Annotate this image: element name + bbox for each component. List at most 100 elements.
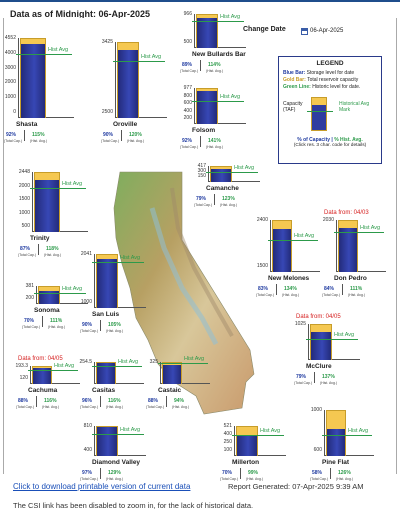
don-pedro-tick-label: 2030 [322,217,334,223]
millerton-name[interactable]: Millerton [232,459,260,466]
trinity-tick-label: 2448 [18,169,30,175]
millerton-pct-capacity: 70% [222,470,233,476]
san-luis-hist-avg-label: Hist Avg [120,254,141,261]
oroville-total-cap-sub: (Total Cap.) [101,139,120,143]
casitas-axis [94,362,144,384]
folsom-name[interactable]: Folsom [192,127,216,134]
castaic-pct-hist: 94% [174,398,185,404]
cachuma-storage-bar[interactable] [33,368,51,384]
folsom-pct-capacity: 92% [182,138,193,144]
shasta-hist-avg-line [16,54,72,55]
oroville-tick-label: 3425 [101,39,113,45]
don-pedro-hist-avg-sub: (Hist. Avg.) [348,293,366,297]
cachuma-hist-avg-label: Hist Avg [54,363,75,370]
sonoma-storage-bar[interactable] [39,291,59,304]
trinity-hist-avg-sub: (Hist. Avg.) [44,253,62,257]
trinity-axis [32,172,88,232]
legend-box: LEGEND Blue Bar: Storage level for date … [278,56,382,164]
millerton-tick-label: 100 [223,447,232,453]
folsom-storage-bar[interactable] [197,90,217,124]
millerton-storage-bar[interactable] [237,435,257,456]
diamond-valley-name[interactable]: Diamond Valley [92,459,141,466]
don-pedro-storage-bar[interactable] [339,228,357,272]
calendar-icon[interactable] [301,27,308,35]
date-picker[interactable]: 06-Apr-2025 [301,26,361,36]
legend-sample-storage [312,105,326,130]
new-melones-separator [276,284,277,295]
castaic-storage-bar[interactable] [163,364,181,384]
legend-click-note: (Click res. 3 char. code for details) [293,143,367,148]
new-bullards-bar-storage-bar[interactable] [197,17,217,48]
mcclure-storage-bar[interactable] [311,331,331,360]
mcclure-hist-avg-label: Hist Avg [334,332,355,339]
castaic-axis [160,362,210,384]
millerton-axis [234,426,286,456]
casitas-name[interactable]: Casitas [92,387,116,394]
don-pedro-name[interactable]: Don Pedro [334,275,367,282]
trinity-name[interactable]: Trinity [30,235,50,242]
new-melones-tick-label: 2400 [256,217,268,223]
sonoma-name[interactable]: Sonoma [34,307,60,314]
san-luis-storage-bar[interactable] [97,259,117,308]
new-melones-tick-label: 1500 [256,263,268,269]
millerton-total-cap-sub: (Total Cap.) [220,477,239,481]
pine-flat-hist-avg-label: Hist Avg [348,427,369,434]
page-title: Data as of Midnight: 06-Apr-2025 [10,9,151,19]
shasta-pct-hist: 115% [32,132,45,138]
shasta-storage-bar[interactable] [21,44,45,118]
download-printable-link[interactable]: Click to download printable version of c… [13,482,191,491]
oroville-tick-label: 2500 [101,109,113,115]
new-melones-storage-bar[interactable] [273,228,291,272]
pine-flat-hist-avg-sub: (Hist. Avg.) [336,477,354,481]
csi-note: The CSI link has been disabled to zoom i… [13,501,254,510]
pine-flat-name[interactable]: Pine Flat [322,459,350,466]
millerton-pct-hist: 99% [248,470,259,476]
diamond-valley-hist-avg-line [92,433,144,435]
mcclure-hist-avg-line [306,339,358,341]
oroville-storage-bar[interactable] [118,49,138,118]
casitas-hist-avg-sub: (Hist. Avg.) [106,405,124,409]
camanche-hist-avg-sub: (Hist. Avg.) [220,203,238,207]
castaic-hist-avg-label: Hist Avg [184,356,205,363]
mcclure-separator [314,372,315,383]
oroville-name[interactable]: Oroville [113,121,138,128]
new-melones-hist-avg-sub: (Hist. Avg.) [282,293,300,297]
millerton-tick-label: 521 [223,423,232,429]
trinity-tick-label: 500 [21,223,30,229]
legend-percent-row: % of Capacity | % Hist. Avg. [297,137,363,143]
new-bullards-bar-name[interactable]: New Bullards Bar [192,51,246,58]
report-generated: Report Generated: 07-Apr-2025 9:39 AM [228,482,364,491]
san-luis-name[interactable]: San Luis [92,311,120,318]
millerton-hist-avg-sub: (Hist. Avg.) [246,477,264,481]
cachuma-total-cap-sub: (Total Cap.) [16,405,35,409]
san-luis-pct-hist: 105% [108,322,121,328]
shasta-pct-capacity: 92% [6,132,17,138]
mcclure-pct-capacity: 79% [296,374,307,380]
camanche-name[interactable]: Camanche [206,185,239,192]
legend-gold-bar: Gold Bar: Total reservoir capacity [283,77,359,83]
new-bullards-bar-pct-hist: 114% [208,62,221,68]
millerton-tick-label: 250 [223,439,232,445]
diamond-valley-axis [94,426,146,456]
legend-capacity-label: Capacity (TAF) [283,101,303,113]
shasta-name[interactable]: Shasta [16,121,38,128]
casitas-storage-bar[interactable] [97,362,115,384]
mcclure-tick-label: 1025 [294,321,306,327]
casitas-tick-label: 254.5 [79,359,92,365]
new-melones-hist-avg-label: Hist Avg [294,232,315,239]
trinity-total-cap-sub: (Total Cap.) [18,253,37,257]
pine-flat-storage-bar[interactable] [327,429,345,456]
castaic-name[interactable]: Castaic [158,387,182,394]
new-bullards-bar-hist-avg-line [192,21,244,23]
new-melones-name[interactable]: New Melones [268,275,310,282]
mcclure-name[interactable]: McClure [306,363,332,370]
san-luis-separator [100,320,101,331]
sonoma-tick-label: 381 [25,283,34,289]
san-luis-hist-avg-sub: (Hist. Avg.) [106,329,124,333]
shasta-tick-label: 4000 [4,49,16,56]
san-luis-total-cap-sub: (Total Cap.) [80,329,99,333]
diamond-valley-storage-bar[interactable] [97,426,117,456]
legend-sample: Capacity (TAF) Historical Avg Mark [283,95,377,135]
cachuma-name[interactable]: Cachuma [28,387,58,394]
camanche-tick-label: 150 [197,173,206,179]
